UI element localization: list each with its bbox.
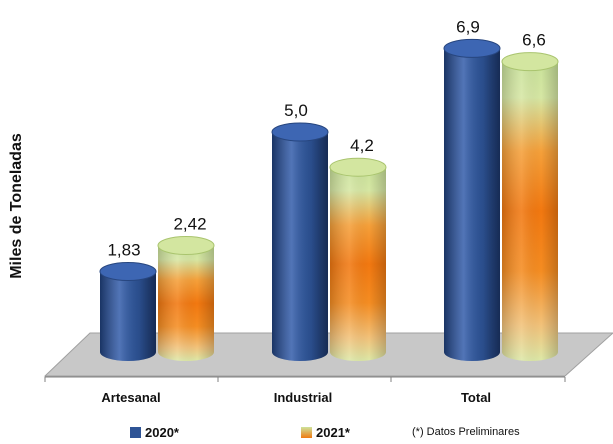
data-label: 5,0 bbox=[284, 101, 308, 120]
bar-2020-total bbox=[443, 38, 501, 362]
bar-top bbox=[157, 236, 215, 256]
bar-2021-industrial bbox=[329, 157, 387, 361]
y-axis-label: Miles de Toneladas bbox=[8, 133, 25, 279]
bar-shading bbox=[502, 61, 558, 361]
bar-2021-artesanal bbox=[157, 236, 215, 361]
data-label: 6,9 bbox=[456, 17, 480, 36]
bar-top bbox=[501, 52, 559, 72]
bar-2020-industrial bbox=[271, 122, 329, 361]
data-label: 2,42 bbox=[173, 215, 206, 234]
x-tick-labels: Artesanal Industrial Total bbox=[101, 390, 491, 405]
legend-swatch-2020 bbox=[130, 427, 141, 438]
bar-shading bbox=[330, 167, 386, 361]
bar-shading bbox=[272, 132, 328, 361]
bar-shading bbox=[100, 271, 156, 361]
bar-top bbox=[99, 261, 157, 281]
data-label: 1,83 bbox=[107, 240, 140, 259]
data-label: 6,6 bbox=[522, 31, 546, 50]
bar-2021-total bbox=[501, 52, 559, 361]
preliminary-note: (*) Datos Preliminares bbox=[412, 426, 520, 438]
legend-label-2021: 2021* bbox=[316, 425, 350, 440]
bar-2020-artesanal bbox=[99, 261, 157, 361]
bars-group: 1,83 2,42 5,0 4,2 6,9 6,6 bbox=[99, 17, 559, 362]
legend-item-2020: 2020* bbox=[130, 425, 179, 440]
legend-label-2020: 2020* bbox=[145, 425, 179, 440]
bar-top bbox=[271, 122, 329, 142]
bar-shading bbox=[444, 48, 500, 362]
x-axis-ticks bbox=[44, 377, 566, 382]
bar-top bbox=[329, 157, 387, 177]
legend-swatch-2021 bbox=[301, 427, 312, 438]
x-tick-label: Total bbox=[461, 390, 491, 405]
legend-item-2021: 2021* bbox=[301, 425, 350, 440]
x-tick-label: Artesanal bbox=[101, 390, 160, 405]
bar-top bbox=[443, 38, 501, 58]
legend: 2020* 2021* (*) Datos Preliminares bbox=[0, 425, 613, 443]
data-label: 4,2 bbox=[350, 136, 374, 155]
bar-shading bbox=[158, 245, 214, 361]
x-tick-label: Industrial bbox=[274, 390, 333, 405]
